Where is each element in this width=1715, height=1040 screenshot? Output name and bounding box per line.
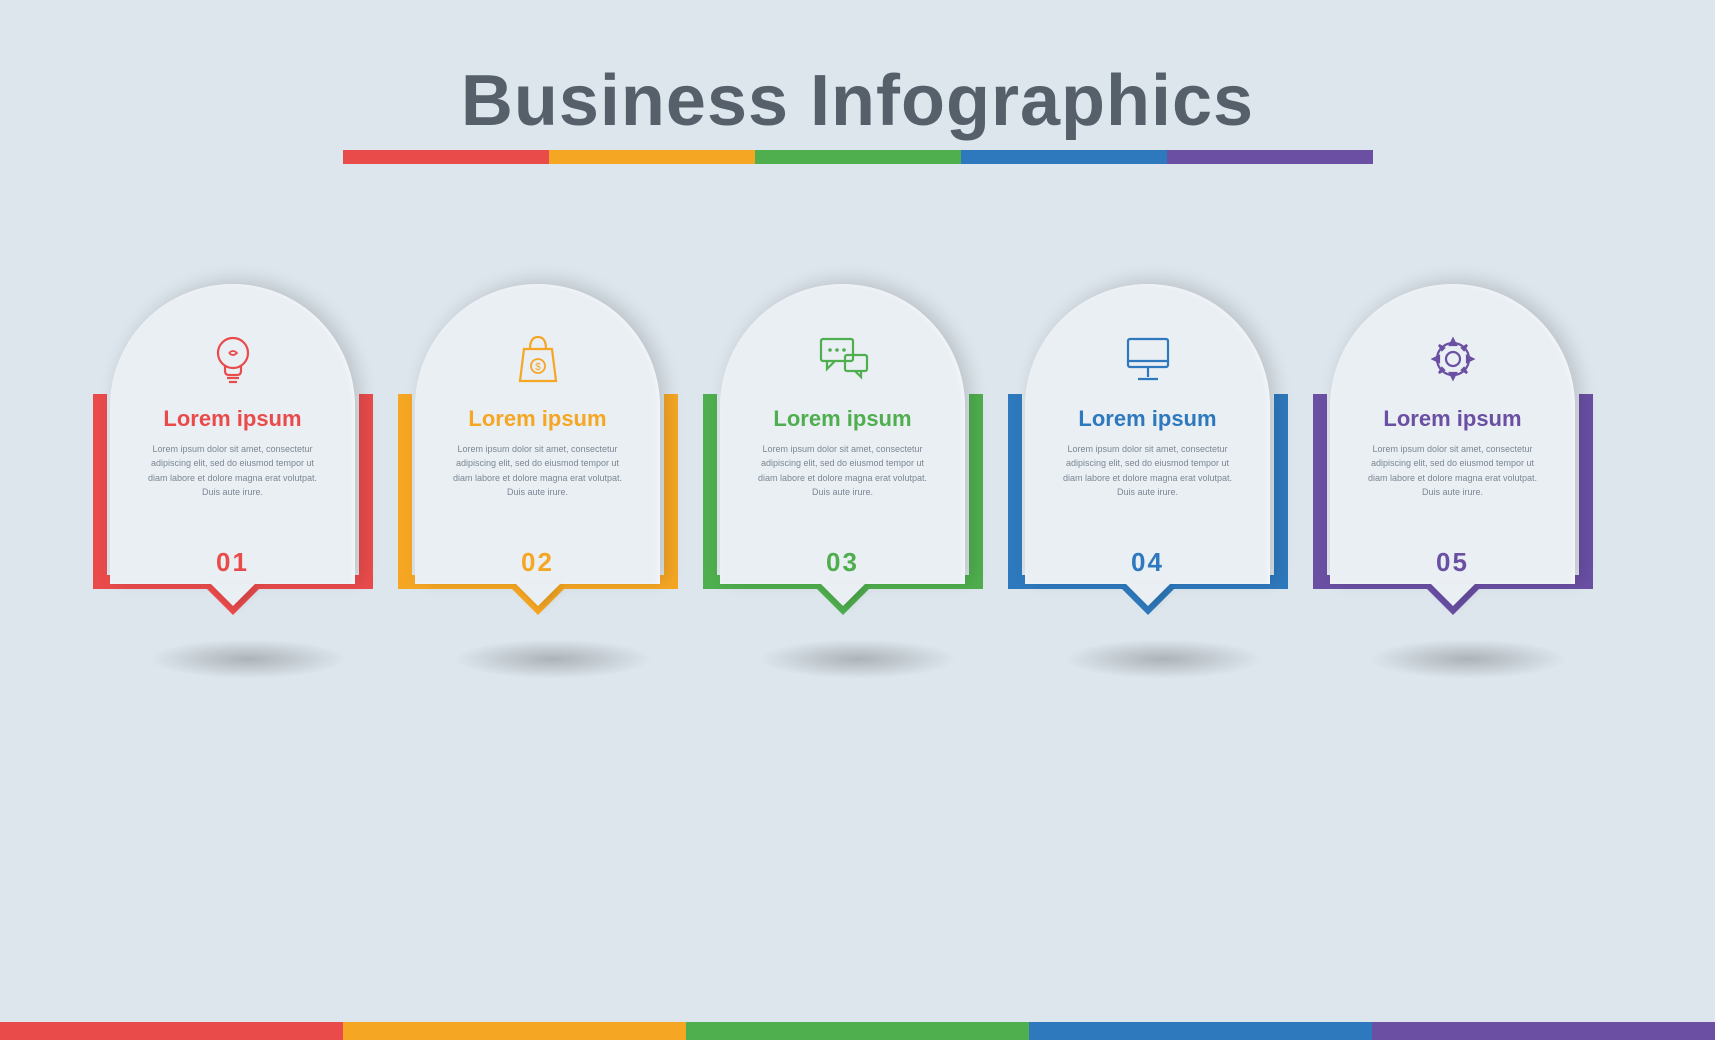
card-pointer bbox=[821, 584, 865, 606]
step-card-05: Lorem ipsum Lorem ipsum dolor sit amet, … bbox=[1325, 284, 1610, 584]
card-shadow bbox=[148, 639, 348, 679]
card-heading: Lorem ipsum bbox=[1049, 406, 1246, 432]
card-body: Lorem ipsum Lorem ipsum dolor sit amet, … bbox=[415, 284, 660, 584]
card-pointer bbox=[211, 584, 255, 606]
card-number: 04 bbox=[1131, 547, 1164, 578]
card-text: Lorem ipsum dolor sit amet, consectetur … bbox=[1049, 442, 1246, 500]
card-number: 03 bbox=[826, 547, 859, 578]
step-card-02: Lorem ipsum Lorem ipsum dolor sit amet, … bbox=[410, 284, 695, 584]
card-number: 02 bbox=[521, 547, 554, 578]
card-shadow bbox=[1063, 639, 1263, 679]
card-body: Lorem ipsum Lorem ipsum dolor sit amet, … bbox=[1025, 284, 1270, 584]
card-heading: Lorem ipsum bbox=[744, 406, 941, 432]
card-heading: Lorem ipsum bbox=[1354, 406, 1551, 432]
page-title: Business Infographics bbox=[0, 60, 1715, 142]
title-bar-segment bbox=[961, 150, 1167, 164]
step-card-01: Lorem ipsum Lorem ipsum dolor sit amet, … bbox=[105, 284, 390, 584]
card-text: Lorem ipsum dolor sit amet, consectetur … bbox=[744, 442, 941, 500]
footer-bar-segment bbox=[343, 1022, 686, 1040]
card-shadow bbox=[758, 639, 958, 679]
footer-color-bar bbox=[0, 1022, 1715, 1040]
title-bar-segment bbox=[755, 150, 961, 164]
card-body: Lorem ipsum Lorem ipsum dolor sit amet, … bbox=[1330, 284, 1575, 584]
monitor-icon bbox=[1049, 324, 1246, 394]
card-heading: Lorem ipsum bbox=[134, 406, 331, 432]
footer-bar-segment bbox=[1372, 1022, 1715, 1040]
footer-bar-segment bbox=[1029, 1022, 1372, 1040]
card-pointer bbox=[1126, 584, 1170, 606]
card-number: 01 bbox=[216, 547, 249, 578]
footer-bar-segment bbox=[686, 1022, 1029, 1040]
card-number: 05 bbox=[1436, 547, 1469, 578]
card-shadow bbox=[1368, 639, 1568, 679]
step-card-03: Lorem ipsum Lorem ipsum dolor sit amet, … bbox=[715, 284, 1000, 584]
card-body: Lorem ipsum Lorem ipsum dolor sit amet, … bbox=[720, 284, 965, 584]
chat-icon bbox=[744, 324, 941, 394]
card-pointer bbox=[1431, 584, 1475, 606]
card-body: Lorem ipsum Lorem ipsum dolor sit amet, … bbox=[110, 284, 355, 584]
gear-icon bbox=[1354, 324, 1551, 394]
card-text: Lorem ipsum dolor sit amet, consectetur … bbox=[134, 442, 331, 500]
lightbulb-icon bbox=[134, 324, 331, 394]
cards-row: Lorem ipsum Lorem ipsum dolor sit amet, … bbox=[0, 284, 1715, 584]
card-pointer bbox=[516, 584, 560, 606]
card-text: Lorem ipsum dolor sit amet, consectetur … bbox=[1354, 442, 1551, 500]
card-text: Lorem ipsum dolor sit amet, consectetur … bbox=[439, 442, 636, 500]
title-color-bar bbox=[343, 150, 1373, 164]
title-bar-segment bbox=[549, 150, 755, 164]
card-heading: Lorem ipsum bbox=[439, 406, 636, 432]
footer-bar-segment bbox=[0, 1022, 343, 1040]
card-shadow bbox=[453, 639, 653, 679]
title-bar-segment bbox=[343, 150, 549, 164]
shopping-bag-icon bbox=[439, 324, 636, 394]
step-card-04: Lorem ipsum Lorem ipsum dolor sit amet, … bbox=[1020, 284, 1305, 584]
title-bar-segment bbox=[1167, 150, 1373, 164]
